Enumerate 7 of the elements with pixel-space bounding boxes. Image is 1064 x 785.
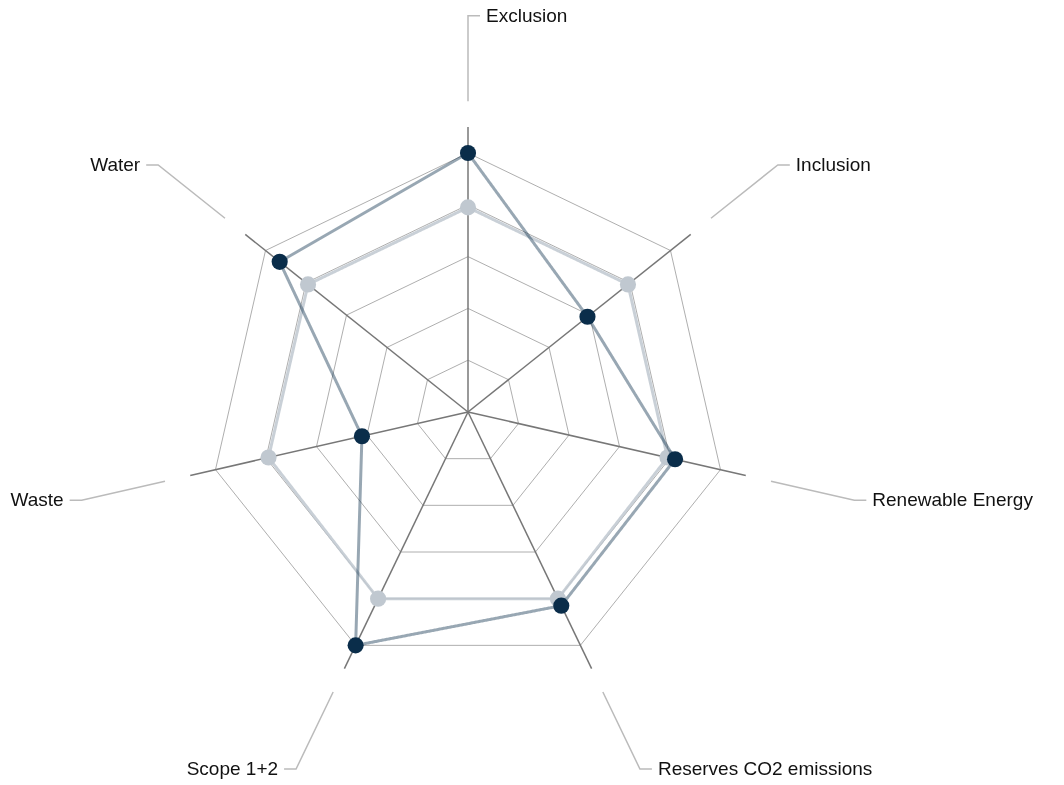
spoke-label: Renewable Energy: [872, 489, 1034, 511]
spoke-label: Exclusion: [486, 4, 568, 26]
spoke-label: Inclusion: [795, 153, 871, 175]
spoke-label: Waste: [10, 489, 64, 511]
spoke-label: Reserves CO2 emissions: [657, 758, 873, 780]
spoke-label: Scope 1+2: [186, 758, 279, 780]
spoke-label: Water: [90, 153, 141, 175]
